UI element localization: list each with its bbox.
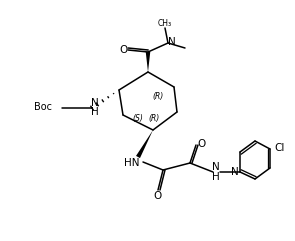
Text: N: N xyxy=(168,37,176,47)
Text: O: O xyxy=(197,139,205,149)
Text: (R): (R) xyxy=(148,114,160,122)
Text: CH₃: CH₃ xyxy=(158,19,172,27)
Text: HN: HN xyxy=(124,158,140,168)
Text: (S): (S) xyxy=(132,114,143,122)
Text: (R): (R) xyxy=(153,92,164,100)
Text: Boc: Boc xyxy=(34,102,52,112)
Text: Cl: Cl xyxy=(275,143,285,153)
Text: N: N xyxy=(231,167,239,177)
Text: O: O xyxy=(154,191,162,201)
Polygon shape xyxy=(146,52,150,72)
Text: N: N xyxy=(212,162,220,172)
Text: H: H xyxy=(91,107,99,117)
Polygon shape xyxy=(136,130,153,158)
Text: H: H xyxy=(212,172,220,182)
Text: O: O xyxy=(119,45,127,55)
Text: N: N xyxy=(91,98,99,108)
